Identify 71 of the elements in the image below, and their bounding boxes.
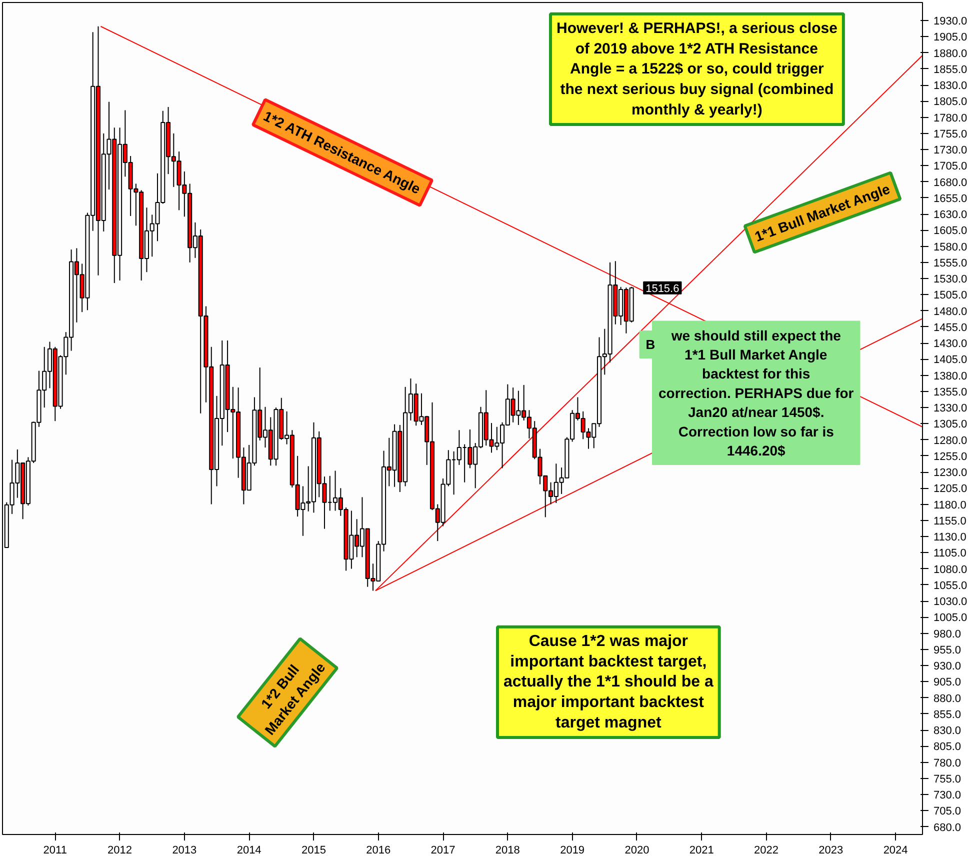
y-tick-label: 1355.0: [934, 386, 968, 398]
y-tick-label: 705.0: [934, 806, 962, 818]
y-tick-label: 1655.0: [934, 192, 968, 205]
y-tick-label: 1780.0: [934, 112, 968, 124]
x-tick-label: 2013: [172, 844, 197, 856]
y-tick-label: 1055.0: [934, 580, 968, 592]
y-tick-label: 1080.0: [934, 564, 968, 576]
x-tick-label: 2017: [430, 844, 456, 856]
y-tick-label: 1405.0: [934, 354, 968, 366]
y-tick-label: 1530.0: [934, 274, 968, 286]
x-tick-label: 2023: [818, 844, 844, 856]
y-tick-label: 980.0: [934, 628, 962, 640]
y-tick-label: 905.0: [934, 676, 962, 689]
x-tick-label: 2022: [754, 844, 779, 856]
y-tick-label: 1905.0: [934, 32, 968, 44]
y-tick-label: 1005.0: [934, 612, 968, 624]
annotation: we should still expect the 1*1 Bull Market Angle backtest for this correction. PERHAPS due for Jan20 at/near 1450$. Correction low so far is 1446.20$: [658, 327, 854, 458]
x-tick-label: 2011: [43, 844, 67, 856]
y-tick-label: 1030.0: [934, 596, 968, 608]
annotation: 1515.6: [646, 282, 680, 295]
y-tick-label: 1680.0: [934, 176, 968, 189]
y-tick-label: 1755.0: [934, 128, 968, 140]
y-tick-label: 1330.0: [934, 402, 968, 415]
annotation: However! & PERHAPS!, a serious close of 2019 above 1*2 ATH Resistance Angle = a 1522$ or so, could trigger the next serious buy signal (combined monthly & yearly!): [556, 20, 838, 118]
y-tick-label: 1880.0: [934, 48, 968, 60]
y-tick-label: 1155.0: [934, 515, 966, 528]
y-tick-label: 1305.0: [934, 418, 968, 431]
y-tick-label: 1580.0: [934, 241, 968, 254]
annotation: 1*1 Bull Market Angle: [752, 180, 892, 245]
x-tick-label: 2012: [108, 844, 132, 856]
y-tick-label: 1105.0: [934, 548, 966, 560]
y-tick-label: 1180.0: [934, 499, 966, 512]
y-tick-label: 1930.0: [934, 16, 968, 28]
y-tick-label: 955.0: [934, 644, 962, 656]
y-tick-label: 1630.0: [934, 209, 968, 222]
y-tick-label: 830.0: [934, 725, 962, 738]
y-tick-label: 730.0: [934, 790, 962, 802]
y-tick-label: 1230.0: [934, 467, 968, 480]
y-tick-label: 855.0: [934, 708, 962, 721]
y-tick-label: 1805.0: [934, 96, 968, 108]
y-tick-label: 805.0: [934, 741, 962, 754]
y-tick-label: 1555.0: [934, 257, 968, 270]
x-tick-label: 2014: [236, 844, 262, 856]
x-tick-label: 2024: [883, 844, 908, 856]
x-tick-label: 2018: [495, 844, 520, 856]
x-tick-label: 2019: [560, 844, 585, 856]
x-tick-label: 2021: [689, 844, 714, 856]
y-tick-label: 1480.0: [934, 306, 968, 318]
y-tick-label: 1855.0: [934, 64, 968, 76]
y-tick-label: 1505.0: [934, 290, 968, 302]
y-tick-label: 1255.0: [934, 450, 968, 463]
y-tick-label: 1380.0: [934, 370, 968, 382]
x-tick-label: 2020: [624, 844, 650, 856]
y-tick-label: 880.0: [934, 692, 962, 705]
y-tick-label: 1830.0: [934, 80, 968, 92]
y-tick-label: 755.0: [934, 773, 962, 786]
y-tick-label: 930.0: [934, 660, 962, 673]
y-tick-label: 1730.0: [934, 144, 968, 157]
y-tick-label: 1705.0: [934, 160, 968, 173]
y-tick-label: 1130.0: [934, 532, 966, 544]
y-tick-label: 780.0: [934, 757, 962, 770]
y-tick-label: 680.0: [934, 822, 962, 834]
y-tick-label: 1605.0: [934, 225, 968, 238]
x-tick-label: 2016: [366, 844, 391, 856]
annotation: B: [646, 337, 656, 352]
y-tick-label: 1205.0: [934, 483, 968, 496]
y-tick-label: 1280.0: [934, 434, 968, 447]
y-tick-label: 1430.0: [934, 338, 968, 350]
x-tick-label: 2015: [301, 844, 326, 856]
y-tick-label: 1455.0: [934, 322, 968, 334]
annotation: Cause 1*2 was major important backtest target, actually the 1*1 should be a major important backtest target magnet: [504, 632, 714, 732]
